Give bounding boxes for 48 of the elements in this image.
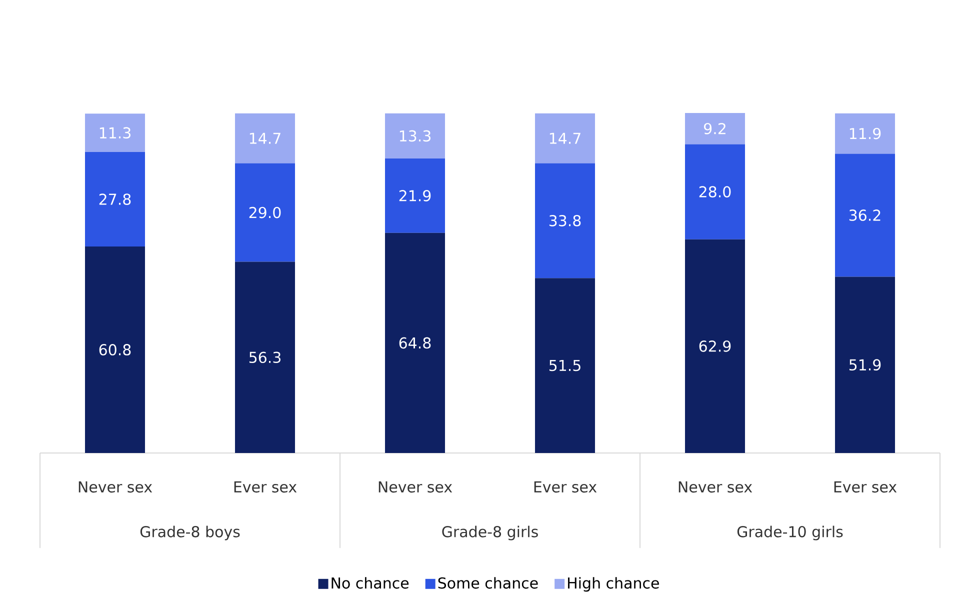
data-label: 51.9 <box>849 359 881 371</box>
data-label: 9.2 <box>704 122 726 134</box>
bar <box>685 112 746 144</box>
data-label: 14.7 <box>250 132 280 144</box>
bar <box>385 113 446 159</box>
bar <box>385 158 446 233</box>
data-label: 64.8 <box>399 337 431 349</box>
data-label: 36.2 <box>849 210 880 221</box>
data-label: 33.8 <box>549 214 581 226</box>
bar <box>835 113 896 154</box>
data-label: 21.9 <box>399 190 431 202</box>
bar <box>835 276 896 453</box>
x-tick-label: Never sex <box>678 481 752 493</box>
data-label: 60.8 <box>99 344 131 356</box>
bar <box>235 262 296 453</box>
text: Grade-8 boys <box>140 526 240 540</box>
x-tick-label: Ever sex <box>834 481 897 493</box>
text: Grade-10 girls <box>737 526 843 540</box>
data-label: 13.3 <box>400 130 430 142</box>
bar <box>535 163 596 278</box>
bar <box>685 239 746 453</box>
x-tick-label: Ever sex <box>534 481 597 493</box>
data-label: 56.3 <box>249 352 280 364</box>
legend-label: High chance <box>568 577 659 592</box>
bar <box>535 278 596 453</box>
data-label: 27.8 <box>99 194 131 205</box>
bar <box>385 232 446 453</box>
x-tick-label: Never sex <box>78 481 152 493</box>
x-tick-label: Ever sex <box>234 481 297 493</box>
bar <box>85 246 145 453</box>
bar <box>85 152 145 246</box>
data-label: 51.5 <box>549 360 580 372</box>
bar <box>685 144 746 240</box>
data-label: 28.0 <box>699 186 731 198</box>
legend-label: Some chance <box>438 577 538 589</box>
data-label: 14.7 <box>550 132 580 144</box>
bar <box>235 163 296 262</box>
bar <box>535 113 596 164</box>
bar <box>235 113 296 164</box>
legend-label: No chance <box>332 577 409 589</box>
bar <box>85 114 145 152</box>
text: Grade-8 girls <box>442 526 538 540</box>
bar <box>835 154 896 277</box>
data-label: 11.3 <box>100 127 130 139</box>
data-label: 11.9 <box>850 128 881 140</box>
data-label: 62.9 <box>699 340 731 352</box>
data-label: 29.0 <box>249 206 281 218</box>
x-tick-label: Never sex <box>378 481 452 493</box>
